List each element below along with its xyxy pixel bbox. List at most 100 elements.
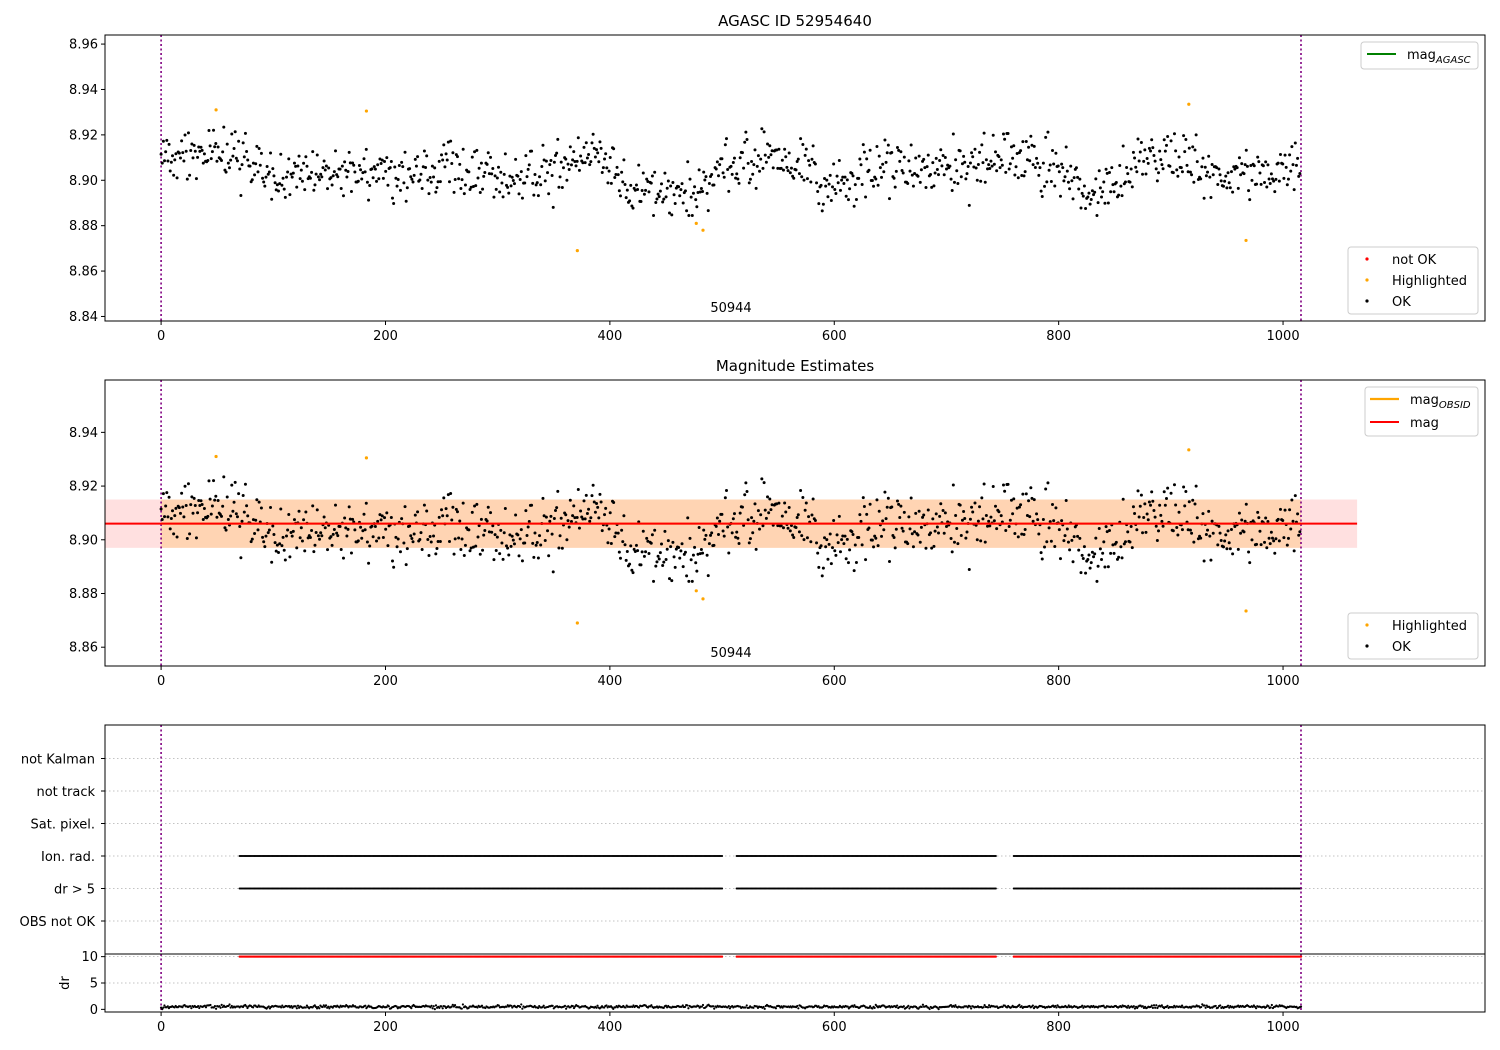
- ok-point: [1052, 519, 1056, 523]
- ok-point: [843, 175, 847, 179]
- ok-point: [1169, 139, 1173, 143]
- ok-point: [398, 550, 402, 554]
- ok-point: [1008, 518, 1012, 522]
- highlighted-point: [214, 454, 218, 459]
- ok-point: [857, 176, 861, 180]
- ok-point: [886, 143, 890, 147]
- ok-point: [732, 156, 736, 160]
- ok-point: [1037, 173, 1041, 177]
- ok-point: [976, 163, 980, 167]
- ok-point: [232, 147, 236, 151]
- dr-point: [290, 1005, 293, 1008]
- ok-point: [613, 535, 617, 539]
- ok-point: [473, 150, 477, 154]
- ok-point: [1223, 539, 1227, 543]
- ok-point: [916, 174, 920, 178]
- ok-point: [206, 514, 210, 518]
- ok-point: [885, 505, 889, 509]
- ok-point: [695, 205, 699, 209]
- ok-point: [581, 161, 585, 165]
- ok-point: [616, 531, 620, 535]
- ok-point: [322, 515, 326, 519]
- ok-point: [598, 492, 602, 496]
- ok-point: [962, 510, 966, 514]
- legend2-highlighted-label: Highlighted: [1392, 619, 1467, 634]
- ok-point: [1163, 503, 1167, 507]
- dr-point: [542, 1004, 545, 1007]
- dr-point: [213, 1005, 217, 1008]
- ok-point: [876, 544, 880, 548]
- ok-point: [1201, 156, 1205, 160]
- ok-point: [442, 143, 446, 147]
- ok-point: [386, 544, 390, 548]
- ok-point: [213, 145, 217, 149]
- ok-point: [715, 160, 719, 164]
- ok-point: [1157, 171, 1161, 175]
- dr-point: [321, 1005, 324, 1009]
- ok-point: [1296, 156, 1300, 160]
- dr-point: [251, 1006, 255, 1009]
- ok-point: [542, 158, 546, 162]
- ok-point: [213, 498, 217, 502]
- ok-point: [1229, 170, 1233, 174]
- ok-point: [512, 182, 516, 186]
- ok-point: [535, 541, 539, 545]
- ok-point: [819, 544, 823, 548]
- ok-point: [1040, 195, 1044, 199]
- category-label: dr > 5: [54, 883, 95, 898]
- ok-point: [174, 506, 178, 510]
- flag-point: [721, 887, 724, 890]
- dr-point: [700, 1005, 703, 1008]
- ok-point: [661, 563, 665, 567]
- ok-point: [240, 519, 244, 523]
- ok-point: [445, 514, 449, 518]
- ok-point: [963, 160, 967, 164]
- ok-point: [994, 150, 998, 154]
- panel2-plot-area: [105, 380, 1358, 666]
- ok-point: [575, 159, 579, 163]
- ok-point: [290, 534, 294, 538]
- ok-point: [1001, 132, 1005, 136]
- ok-point: [280, 183, 284, 187]
- ok-point: [714, 524, 718, 528]
- ok-point: [1102, 180, 1106, 184]
- ok-point: [834, 553, 838, 557]
- ok-point: [413, 157, 417, 161]
- ok-point: [702, 170, 706, 174]
- ok-point: [813, 518, 817, 522]
- ok-point: [689, 195, 693, 199]
- ok-point: [437, 159, 441, 163]
- ok-point: [976, 519, 980, 523]
- ok-point: [983, 180, 987, 184]
- ok-point: [445, 158, 449, 162]
- ok-point: [583, 517, 587, 521]
- ok-point: [988, 524, 992, 528]
- ok-point: [897, 502, 901, 506]
- ok-point: [991, 133, 995, 137]
- ok-point: [1208, 175, 1212, 179]
- ok-point: [1225, 186, 1229, 190]
- ok-point: [860, 183, 864, 187]
- dr-point: [662, 1006, 665, 1009]
- ok-point: [859, 163, 863, 167]
- ok-point: [435, 186, 439, 190]
- ok-point: [636, 549, 640, 553]
- ok-point: [1119, 545, 1123, 549]
- ok-point: [468, 187, 472, 191]
- ok-point: [859, 519, 863, 523]
- ok-point: [800, 175, 804, 179]
- ok-point: [865, 512, 869, 516]
- ok-point: [789, 166, 793, 170]
- ok-point: [287, 513, 291, 517]
- ok-point: [639, 563, 643, 567]
- ok-point: [614, 531, 618, 535]
- dr-point: [296, 1004, 300, 1007]
- ok-point: [1277, 179, 1281, 183]
- ok-point: [995, 169, 999, 173]
- ok-point: [1045, 180, 1049, 184]
- ok-point: [926, 508, 930, 512]
- ok-point: [543, 179, 547, 183]
- ok-point: [319, 172, 323, 176]
- ok-point: [1107, 529, 1111, 533]
- ok-point: [318, 178, 322, 182]
